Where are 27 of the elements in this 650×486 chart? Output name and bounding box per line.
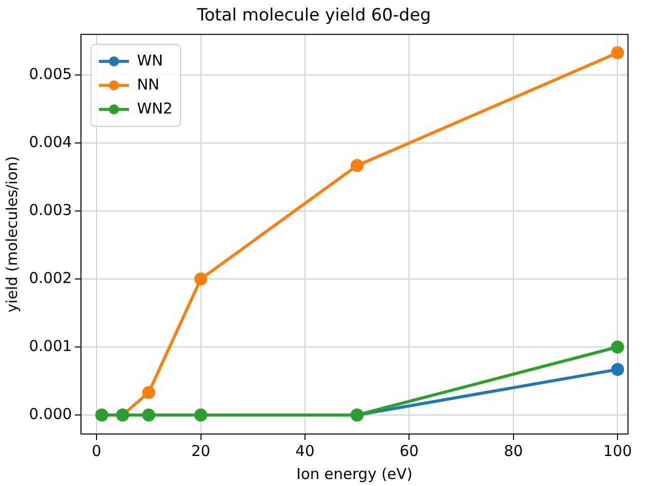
y-tick-label: 0.000 [28,404,72,423]
x-tick-label: 0 [92,442,102,460]
x-axis-title: Ion energy (eV) [296,464,413,483]
x-tick-label: 20 [191,442,210,460]
point [142,408,156,422]
x-tick-label: 80 [504,442,523,460]
y-axis-title: yield (molecules/ion) [2,156,21,312]
legend-label: WN [136,51,164,70]
x-tick-label: 100 [603,442,632,460]
point [194,272,208,286]
y-tick-label: 0.002 [28,268,72,287]
legend-label: WN2 [136,99,173,118]
point [350,159,364,172]
y-tick-label: 0.001 [28,336,72,355]
x-tick-label: 60 [400,442,419,460]
point [95,408,108,422]
chart-title: Total molecule yield 60-deg [196,6,431,26]
point [611,340,624,354]
point [142,386,156,400]
y-tick-label: 0.003 [28,200,72,219]
y-tick-label: 0.005 [28,65,72,84]
x-tick-label: 40 [295,442,315,460]
legend-label: NN [136,75,160,94]
point [194,408,208,422]
y-tick-label: 0.004 [28,133,72,152]
point [611,46,624,60]
point [611,362,624,376]
